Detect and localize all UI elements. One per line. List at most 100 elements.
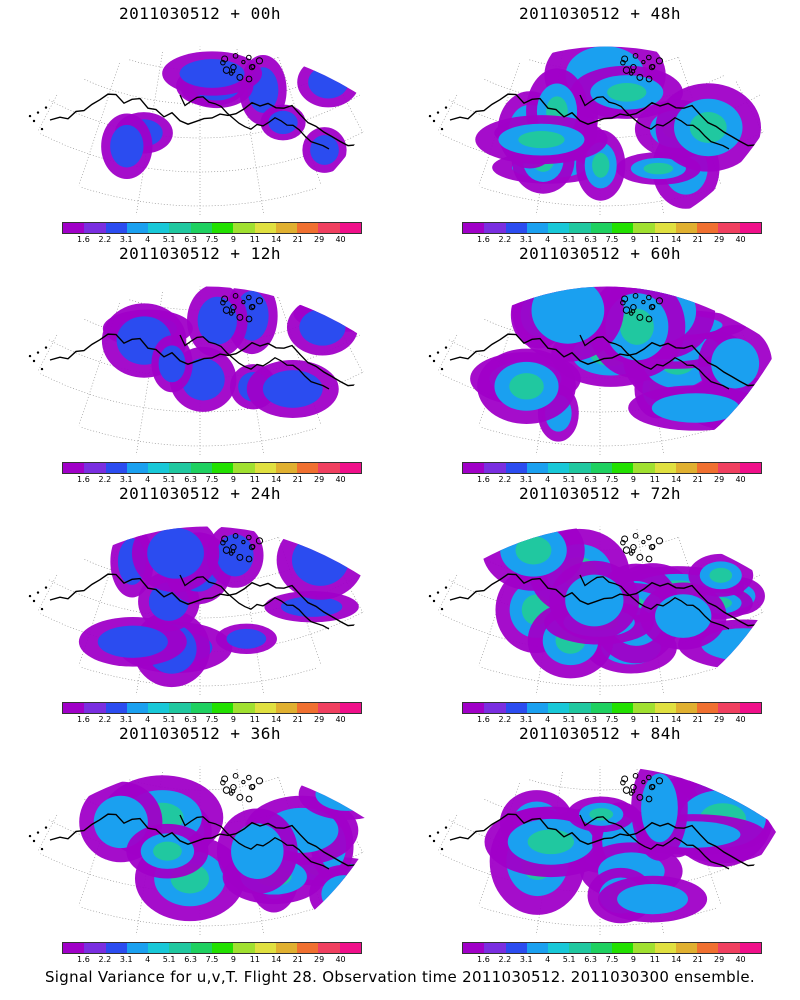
legend-swatch (484, 943, 506, 953)
legend-swatch (569, 223, 591, 233)
legend-swatch (190, 463, 212, 473)
legend-label: 11 (649, 955, 660, 964)
legend-swatch (463, 943, 485, 953)
legend-label: 4 (545, 235, 551, 244)
legend-label: 5.1 (562, 955, 576, 964)
projected-map (428, 526, 776, 695)
legend-swatch (739, 943, 761, 953)
legend-swatch (169, 223, 191, 233)
legend-label: 29 (314, 715, 325, 724)
legend-label: 14 (271, 475, 282, 484)
legend-label: 14 (671, 235, 682, 244)
legend-label: 2.2 (98, 475, 112, 484)
legend-swatch (63, 463, 85, 473)
legend-swatch (233, 223, 255, 233)
legend-label: 11 (249, 475, 260, 484)
legend-label: 3.1 (119, 235, 133, 244)
legend-label: 3.1 (119, 955, 133, 964)
legend-swatch (275, 703, 298, 713)
legend-swatch (84, 943, 106, 953)
legend-swatch (484, 463, 506, 473)
legend-label: 21 (292, 235, 303, 244)
legend-label: 5.1 (562, 235, 576, 244)
legend-swatch (211, 943, 234, 953)
panel-title: 2011030512 + 48h (518, 4, 682, 23)
legend-swatch (211, 223, 234, 233)
legend-label: 4 (545, 475, 551, 484)
color-scale-legend: 1.6 2.2 3.1 4 5.1 6.3 7.5 9 11 14 21 29 40 (62, 942, 362, 964)
legend-swatch (569, 703, 591, 713)
legend-swatch (148, 463, 170, 473)
legend-swatch (126, 703, 149, 713)
legend-label: 1.6 (477, 475, 490, 484)
legend-swatch (233, 463, 255, 473)
legend-swatch (654, 463, 676, 473)
panel-title: 2011030512 + 00h (118, 4, 282, 23)
legend-label: 6.3 (184, 715, 197, 724)
legend-label: 3.1 (519, 715, 533, 724)
legend-swatch (254, 223, 276, 233)
map-panel-36h: 2011030512 + 36h 1.6 2.2 3.1 4 5.1 6.3 7.5 9 11 1… (0, 720, 400, 964)
color-scale-legend: 1.6 2.2 3.1 4 5.1 6.3 7.5 9 11 14 21 29 40 (462, 222, 762, 244)
legend-label: 40 (735, 955, 746, 964)
legend-label: 3.1 (119, 715, 133, 724)
legend-label: 5.1 (562, 475, 576, 484)
legend-swatch (169, 943, 191, 953)
legend-swatch (318, 463, 340, 473)
legend-swatch (318, 223, 340, 233)
legend-label: 2.2 (98, 955, 112, 964)
legend-swatch (190, 943, 212, 953)
legend-label: 2.2 (98, 715, 112, 724)
legend-swatch (526, 943, 549, 953)
legend-swatch (484, 703, 506, 713)
legend-label: 40 (735, 475, 746, 484)
legend-label: 14 (271, 715, 282, 724)
legend-label: 7.5 (205, 955, 219, 964)
legend-swatch (339, 223, 361, 233)
map-panel-00h: 2011030512 + 00h 1.6 2.2 3.1 4 5.1 6.3 7.5 9 11 1… (0, 0, 400, 244)
legend-label: 11 (649, 475, 660, 484)
legend-label: 2.2 (498, 475, 512, 484)
legend-label: 21 (292, 955, 303, 964)
legend-label: 4 (145, 235, 151, 244)
legend-swatch (339, 703, 361, 713)
map-panel-84h: 2011030512 + 84h 1.6 2.2 3.1 4 5.1 6.3 7.5 9 11 1… (400, 720, 800, 964)
legend-label: 7.5 (605, 715, 619, 724)
legend-label: 29 (714, 475, 725, 484)
legend-label: 29 (714, 955, 725, 964)
legend-label: 40 (735, 235, 746, 244)
figure-caption: Signal Variance for u,v,T. Flight 28. Ob… (44, 968, 756, 986)
legend-label: 21 (692, 955, 703, 964)
legend-swatch (548, 463, 570, 473)
legend-swatch (275, 463, 298, 473)
legend-swatch (190, 223, 212, 233)
legend-label: 14 (271, 955, 282, 964)
legend-swatch (297, 943, 319, 953)
legend-swatch (105, 463, 127, 473)
legend-swatch (126, 223, 149, 233)
legend-swatch (148, 943, 170, 953)
legend-label: 4 (145, 955, 151, 964)
legend-swatch (233, 703, 255, 713)
legend-swatch (505, 703, 527, 713)
color-scale-legend: 1.6 2.2 3.1 4 5.1 6.3 7.5 9 11 14 21 29 40 (462, 942, 762, 964)
legend-label: 5.1 (562, 715, 576, 724)
legend-label: 21 (292, 715, 303, 724)
legend-label: 1.6 (77, 715, 90, 724)
legend-label: 11 (249, 955, 260, 964)
legend-label: 6.3 (584, 475, 597, 484)
legend-label: 40 (335, 475, 346, 484)
legend-swatch (463, 223, 485, 233)
legend-swatch (697, 703, 719, 713)
map-panel-48h: 2011030512 + 48h 1.6 2.2 3.1 4 5.1 6.3 7.5 9 11 1… (400, 0, 800, 244)
legend-label: 2.2 (498, 235, 512, 244)
legend-swatch (105, 703, 127, 713)
legend-label: 7.5 (605, 235, 619, 244)
legend-swatch (569, 943, 591, 953)
legend-label: 1.6 (77, 475, 90, 484)
legend-label: 9 (630, 715, 636, 724)
projected-map (28, 46, 376, 215)
legend-swatch (675, 943, 698, 953)
color-scale-legend: 1.6 2.2 3.1 4 5.1 6.3 7.5 9 11 14 21 29 40 (62, 462, 362, 484)
map-panel-72h: 2011030512 + 72h 1.6 2.2 3.1 4 5.1 6.3 7.5 9 11 1… (400, 480, 800, 724)
